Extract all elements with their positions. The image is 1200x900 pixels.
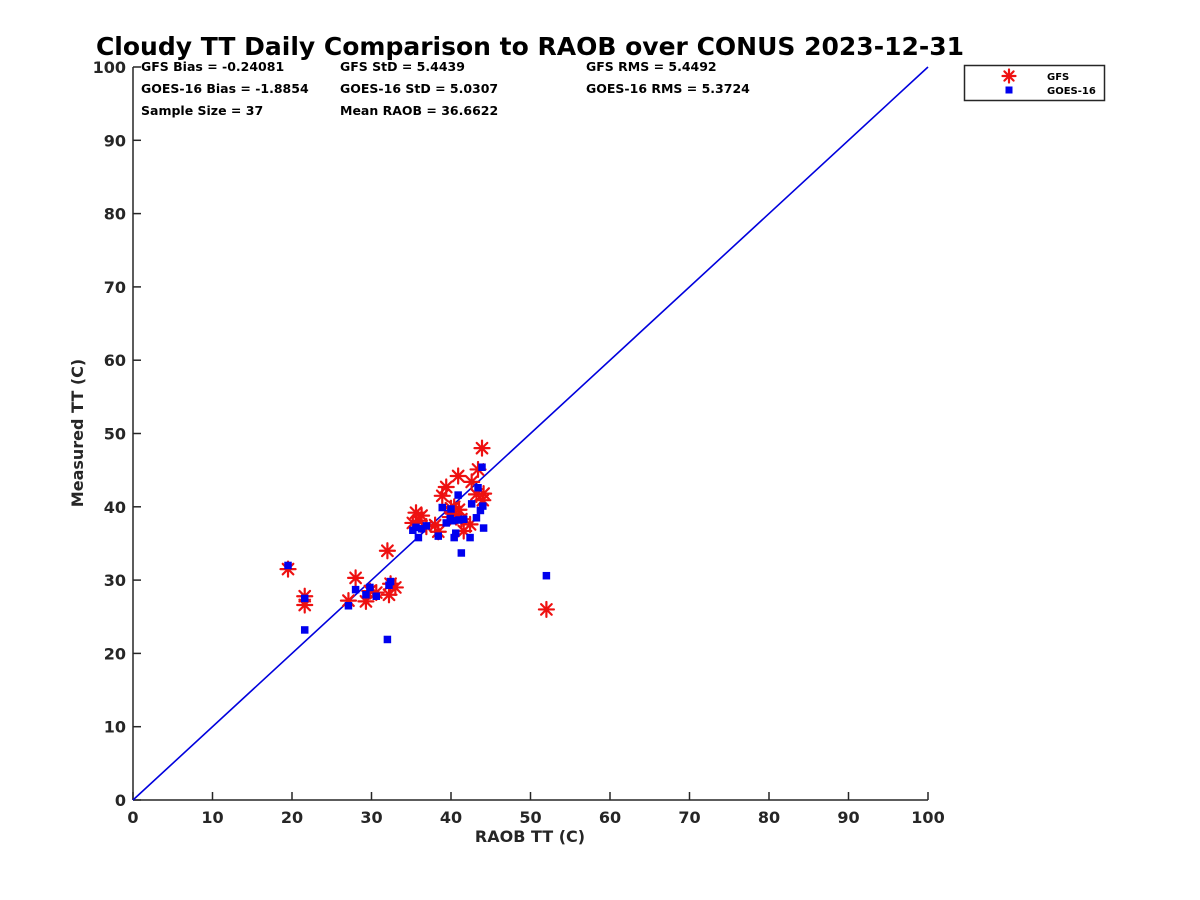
goes-16-point (442, 519, 450, 527)
goes-16-point (476, 506, 485, 515)
x-tick-label: 0 (127, 808, 138, 827)
legend-gfs-marker (1001, 68, 1017, 84)
goes-16-point (457, 549, 466, 557)
legend-gfs-label: GFS (1047, 72, 1069, 83)
legend-box (963, 64, 1106, 102)
gfs-point (537, 600, 556, 619)
goes-16-point (472, 514, 481, 522)
goes-16-point (478, 463, 486, 471)
goes-16-point (300, 594, 309, 603)
y-tick-label: 50 (104, 425, 126, 444)
goes-16-point (479, 524, 488, 532)
goes-16-point (450, 533, 458, 542)
y-axis-label: Measured TT (C) (68, 359, 87, 507)
stat-text: GFS StD = 5.4439 (340, 59, 465, 74)
y-tick-label: 40 (104, 498, 126, 517)
goes-16-point (474, 483, 482, 492)
stat-text: GFS RMS = 5.4492 (586, 59, 717, 74)
goes-16-point (366, 583, 374, 592)
goes-16-point (454, 491, 462, 499)
plot-axes (132, 66, 929, 801)
goes-16-point (455, 516, 463, 524)
gfs-point (437, 478, 455, 496)
gfs-point (473, 439, 491, 457)
one-to-one-line (132, 66, 929, 801)
goes-16-point (466, 533, 474, 542)
stat-text: Sample Size = 37 (141, 103, 263, 118)
x-axis-label: RAOB TT (C) (475, 827, 585, 846)
legend: GFS GOES-16 (963, 64, 1106, 102)
stat-text: GOES-16 RMS = 5.3724 (586, 81, 750, 96)
goes-16-point (434, 532, 443, 540)
legend-goes-16-label: GOES-16 (1047, 86, 1096, 97)
goes-16-point (383, 635, 392, 644)
y-tick-label: 60 (104, 351, 126, 370)
gfs-point (347, 569, 365, 587)
goes-16-point (386, 577, 395, 586)
data-points (279, 439, 556, 644)
stat-text: GOES-16 StD = 5.0307 (340, 81, 498, 96)
goes-16-point (448, 516, 457, 525)
goes-16-point (438, 503, 447, 512)
x-tick-label: 30 (360, 808, 382, 827)
goes-16-point (351, 585, 360, 594)
x-tick-label: 80 (758, 808, 780, 827)
gfs-point (426, 516, 444, 534)
y-tick-label: 90 (104, 131, 126, 150)
gfs-point (378, 542, 396, 560)
goes-16-point (417, 525, 426, 533)
goes-16-point (452, 529, 460, 537)
y-tick-label: 30 (104, 571, 126, 590)
goes-16-point (467, 500, 476, 508)
goes-16-point (542, 571, 551, 580)
y-tick-label: 100 (93, 58, 126, 77)
gfs-point (449, 467, 467, 485)
x-tick-label: 40 (440, 808, 462, 827)
goes-16-point (447, 505, 455, 513)
y-tick-label: 80 (104, 205, 126, 224)
x-tick-label: 70 (678, 808, 700, 827)
y-tick-label: 70 (104, 278, 126, 297)
legend-goes-16-marker (1005, 86, 1013, 94)
stat-text: Mean RAOB = 36.6622 (340, 103, 498, 118)
goes-16-point (362, 591, 370, 599)
tick-labels: 0 10 20 30 40 50 60 70 80 90 100 0 10 20 30 40 50 60 70 80 9… (93, 58, 945, 827)
x-tick-label: 50 (519, 808, 541, 827)
goes-16-point (284, 561, 292, 570)
goes-16-point (300, 626, 309, 634)
y-tick-label: 0 (115, 791, 126, 810)
chart-title: Cloudy TT Daily Comparison to RAOB over … (96, 32, 964, 61)
x-tick-label: 100 (911, 808, 944, 827)
goes-16-point (479, 502, 487, 510)
reference-line-layer (132, 66, 929, 801)
goes-16-point (414, 533, 423, 542)
goes-16-point (372, 592, 381, 600)
x-tick-label: 20 (281, 808, 303, 827)
y-tick-label: 20 (104, 644, 126, 663)
stat-text: GOES-16 Bias = -1.8854 (141, 81, 309, 96)
stat-text: GFS Bias = -0.24081 (141, 59, 284, 74)
goes-16-point (412, 523, 420, 532)
goes-16-point (422, 522, 431, 530)
statistics-panel: GFS Bias = -0.24081 GFS StD = 5.4439 GFS R… (141, 59, 750, 118)
x-tick-label: 10 (201, 808, 223, 827)
goes-16-point (344, 602, 353, 610)
y-tick-label: 10 (104, 718, 126, 737)
goes-16-point (459, 515, 468, 524)
x-tick-label: 90 (837, 808, 859, 827)
x-tick-label: 60 (599, 808, 621, 827)
